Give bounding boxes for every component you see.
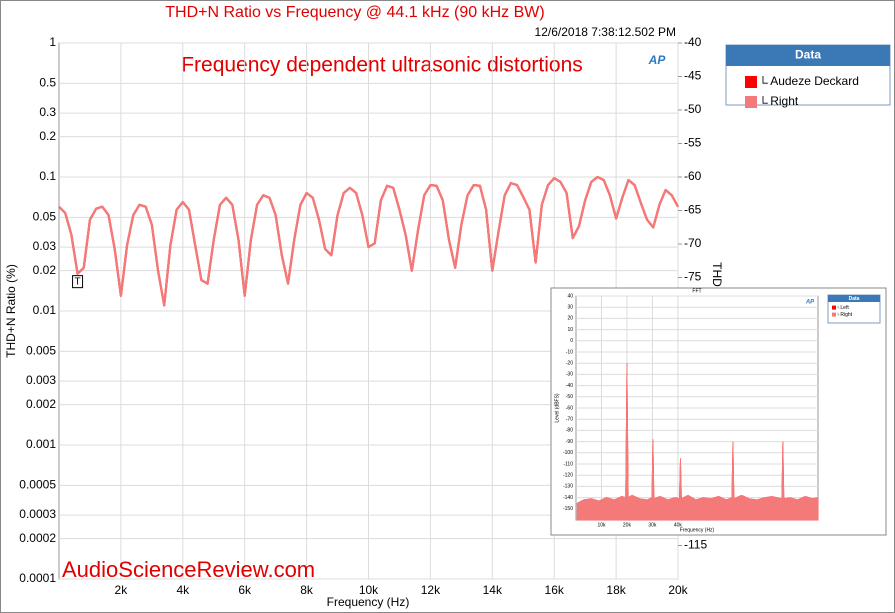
y-tick-label: -70 [566,417,573,423]
x-tick-label: 30k [648,522,657,528]
y-tick-label: -150 [563,506,573,512]
y2-tick-label: -50 [684,102,702,116]
x-tick-label: 6k [238,583,252,597]
legend-label: Right [770,94,799,108]
x-tick-label: 12k [421,583,441,597]
legend-corner [837,312,840,316]
data-line [58,175,679,307]
x-axis-title: Frequency (Hz) [327,595,410,609]
inset-chart: FFT AP Frequency (Hz) Level (dBFS) 40 30 2… [550,287,887,536]
y-tick-label: 0.02 [33,263,57,277]
y-tick-label: 30 [567,305,573,311]
legend-swatch [745,76,757,88]
y-tick-label: -140 [563,495,573,501]
x-tick-label: 16k [545,583,565,597]
y-tick-label: 10 [567,327,573,333]
legend-swatch [832,312,836,317]
y2-tick-label: -60 [684,169,702,183]
x-tick-label: 10k [359,583,379,597]
y-tick-label: 0.03 [33,239,57,253]
y-tick-label: 0.1 [39,169,56,183]
inset-x-axis-title: Frequency (Hz) [680,527,715,533]
y-tick-label: -10 [566,349,573,355]
y2-tick-label: -45 [684,69,702,83]
y-tick-label: 0.001 [26,437,56,451]
legend-header [726,45,890,66]
x-tick-label: 18k [606,583,626,597]
y-tick-label: 0.0005 [19,478,56,492]
legend-header [828,295,880,302]
legend-title: Data [849,296,860,302]
y-tick-label: 0.005 [26,344,56,358]
x-tick-label: 40k [674,522,683,528]
y-tick-label: -130 [563,484,573,490]
y-tick-label: 0.0003 [19,507,56,521]
y-tick-label: -40 [566,383,573,389]
y-tick-label: -60 [566,405,573,411]
y-tick-label: -50 [566,394,573,400]
y-tick-label: 1 [49,35,56,49]
timestamp: 12/6/2018 7:38:12.502 PM [535,25,676,39]
legend-label: Left [840,305,849,311]
x-tick-label: 8k [300,583,314,597]
y-tick-label: 0.05 [33,210,57,224]
y-tick-label: 0.002 [26,397,56,411]
y2-tick-label: -75 [684,270,702,284]
y-tick-label: 40 [567,293,573,299]
cursor-marker: T [75,276,81,287]
legend-corner [837,305,840,309]
legend-corner [762,96,768,104]
y-tick-label: 0.3 [39,105,56,119]
y-tick-label: 0.0001 [19,571,56,585]
watermark: AudioScienceReview.com [62,557,315,582]
y-tick-label: -100 [563,450,573,456]
y-tick-label: -20 [566,361,573,367]
spectrum-area [576,363,819,521]
inset-title: FFT [692,288,701,294]
y-tick-label: 20 [567,316,573,322]
x-tick-label: 20k [668,583,688,597]
x-tick-label: 4k [176,583,190,597]
x-tick-label: 10k [597,522,606,528]
y2-tick-label: -65 [684,203,702,217]
y-tick-label: 0 [570,338,573,344]
y-tick-label: 0.5 [39,76,56,90]
annotation: Frequency dependent ultrasonic distortio… [181,54,583,77]
x-tick-label: 14k [483,583,503,597]
y-tick-label: -90 [566,439,573,445]
y-tick-label: 0.0002 [19,531,56,545]
chart-title: THD+N Ratio vs Frequency @ 44.1 kHz (90 … [165,4,544,21]
cursor-marker-box [72,275,84,289]
y-tick-label: -80 [566,428,573,434]
y2-tick-label: -70 [684,236,702,250]
y-axis-title: THD+N Ratio (%) [4,264,18,358]
y-tick-label: 0.003 [26,373,56,387]
inset-logo: AP [805,300,815,306]
y-tick-label: -110 [563,461,573,467]
inset-y-axis-title: Level (dBFS) [554,393,560,423]
y2-tick-label: -55 [684,136,702,150]
legend-swatch [832,305,836,310]
logo: AP [648,53,667,67]
y2-tick-label: -115 [684,538,707,552]
legend-corner [762,76,768,84]
x-tick-label: 2k [115,583,129,597]
legend-swatch [745,96,757,108]
y2-tick-label: -40 [684,35,702,49]
y-tick-label: 0.01 [33,303,57,317]
y-tick-label: 0.2 [39,129,56,143]
legend-label: Audeze Deckard [770,74,859,88]
legend-label: Right [840,312,852,318]
y-tick-label: -30 [566,372,573,378]
legend-title: Data [795,48,821,62]
x-tick-label: 20k [623,522,632,528]
y-tick-label: -120 [563,473,573,479]
